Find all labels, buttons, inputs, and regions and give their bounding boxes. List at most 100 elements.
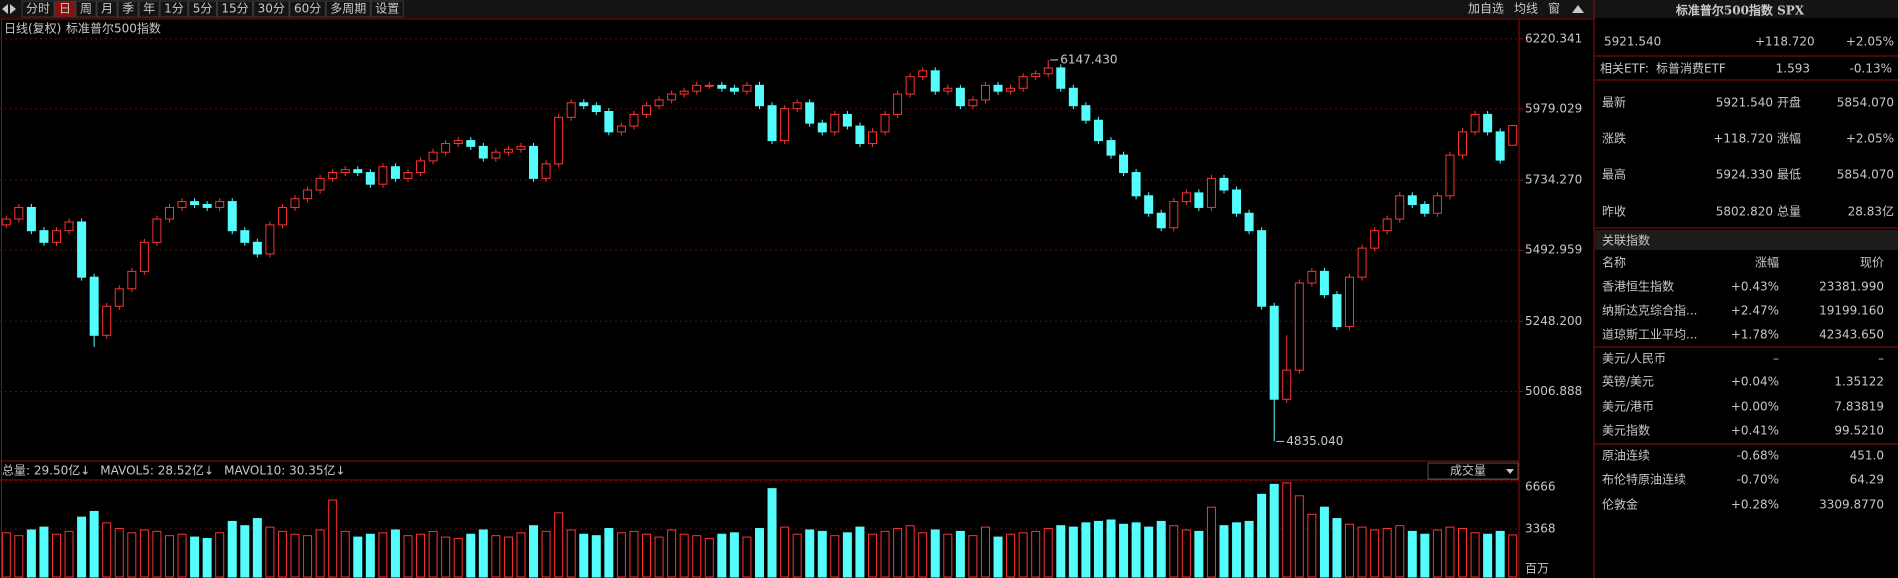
period-tab[interactable]: 分时 bbox=[26, 2, 50, 16]
collapse-button[interactable] bbox=[1572, 5, 1584, 13]
volume-legend: 总量: 29.50亿↓ bbox=[2, 463, 90, 478]
y-tick-label: 3368 bbox=[1525, 522, 1556, 536]
candle-body bbox=[579, 102, 589, 107]
volume-bar bbox=[127, 532, 137, 578]
volume-bar bbox=[867, 533, 877, 578]
candle-body bbox=[1345, 276, 1355, 328]
volume-bar bbox=[190, 536, 200, 578]
volume-bar bbox=[1483, 533, 1493, 578]
candle-body bbox=[767, 105, 777, 142]
candle-body bbox=[780, 108, 790, 142]
candle-body bbox=[792, 102, 802, 110]
candle-body bbox=[1370, 230, 1380, 249]
volume-bar bbox=[240, 525, 250, 578]
dropdown-arrow bbox=[1506, 469, 1514, 474]
period-tab[interactable]: 多周期 bbox=[330, 2, 366, 16]
volume-bar bbox=[1194, 530, 1204, 578]
period-tab[interactable]: 设置 bbox=[375, 2, 399, 16]
volume-bar bbox=[968, 535, 978, 578]
annotation: 6147.430 bbox=[1060, 52, 1117, 66]
related-name[interactable]: 原油连续 bbox=[1602, 448, 1650, 463]
indicator-select[interactable] bbox=[1427, 462, 1519, 480]
period-tab[interactable]: 30分 bbox=[258, 2, 285, 16]
period-tab-box bbox=[117, 0, 139, 18]
stat-value: 5802.820 bbox=[1716, 205, 1773, 219]
volume-bar bbox=[102, 522, 112, 578]
period-tab-box bbox=[370, 0, 404, 18]
candle-body bbox=[654, 99, 664, 107]
volume-bar bbox=[1257, 493, 1267, 578]
period-tab[interactable]: 5分 bbox=[193, 2, 213, 16]
period-tab[interactable]: 周 bbox=[80, 2, 92, 16]
quote-title: 标准普尔500指数 SPX bbox=[1675, 3, 1805, 18]
volume-bar bbox=[1056, 525, 1066, 578]
y-tick-label: 5979.029 bbox=[1525, 101, 1582, 115]
related-name[interactable]: 美元/人民币 bbox=[1602, 352, 1666, 366]
related-name[interactable]: 道琼斯工业平均... bbox=[1602, 327, 1697, 342]
candle-body bbox=[1495, 131, 1505, 161]
volume-bar bbox=[1093, 520, 1103, 578]
candle-body bbox=[177, 201, 187, 208]
volume-bar bbox=[767, 488, 777, 578]
candle-body bbox=[215, 201, 225, 208]
y-tick-label: 6666 bbox=[1525, 480, 1556, 494]
period-tab[interactable]: 60分 bbox=[294, 2, 321, 16]
period-tab[interactable]: 1分 bbox=[164, 2, 184, 16]
volume-bar bbox=[252, 518, 262, 578]
related-name[interactable]: 纳斯达克综合指... bbox=[1602, 303, 1697, 318]
related-price: – bbox=[1878, 352, 1884, 366]
table-header: 名称 bbox=[1602, 255, 1626, 270]
candle-body bbox=[616, 125, 626, 133]
toolbar-action[interactable]: 均线 bbox=[1514, 2, 1538, 16]
period-tab-box bbox=[21, 0, 55, 18]
etf-change: -0.13% bbox=[1850, 62, 1892, 76]
volume-bar bbox=[441, 536, 451, 578]
toolbar-action[interactable]: 加自选 bbox=[1468, 2, 1504, 16]
volume-bar bbox=[930, 529, 940, 578]
candle-body bbox=[1056, 67, 1066, 89]
period-tab[interactable]: 15分 bbox=[221, 2, 248, 16]
candle-body bbox=[830, 113, 840, 133]
candle-body bbox=[1043, 67, 1053, 75]
volume-bar bbox=[139, 529, 149, 578]
related-name[interactable]: 伦敦金 bbox=[1602, 497, 1638, 512]
volume-bar bbox=[1407, 530, 1417, 578]
volume-bar bbox=[679, 533, 689, 578]
candle-body bbox=[353, 169, 363, 174]
related-change: +1.78% bbox=[1731, 328, 1779, 342]
period-tab[interactable]: 年 bbox=[143, 2, 155, 16]
etf-name[interactable]: 标普消费ETF bbox=[1656, 62, 1726, 76]
related-name[interactable]: 美元/港币 bbox=[1602, 400, 1654, 414]
volume-bar bbox=[943, 533, 953, 578]
volume-bar bbox=[1232, 522, 1242, 578]
candle-body bbox=[541, 163, 551, 179]
volume-bar bbox=[893, 528, 903, 578]
volume-bar bbox=[1031, 530, 1041, 578]
next-button[interactable] bbox=[10, 4, 16, 14]
toolbar-action[interactable]: 窗 bbox=[1548, 2, 1560, 16]
prev-button[interactable] bbox=[2, 4, 8, 14]
period-tab[interactable]: 月 bbox=[101, 2, 113, 16]
stat-label: 涨跌 bbox=[1602, 131, 1626, 146]
candle-body bbox=[503, 148, 513, 153]
related-name[interactable]: 布伦特原油连续 bbox=[1602, 472, 1686, 487]
volume-bar bbox=[629, 530, 639, 578]
period-tab-box bbox=[325, 0, 371, 18]
related-name[interactable]: 香港恒生指数 bbox=[1602, 279, 1674, 294]
related-name[interactable]: 美元指数 bbox=[1602, 423, 1650, 438]
period-tab[interactable]: 日 bbox=[59, 2, 71, 16]
related-name[interactable]: 英镑/美元 bbox=[1602, 374, 1654, 389]
candle-body bbox=[1068, 87, 1078, 107]
volume-bar bbox=[1319, 506, 1329, 578]
period-tab[interactable]: 季 bbox=[122, 2, 134, 16]
volume-bar bbox=[1106, 519, 1116, 578]
volume-bar bbox=[1131, 522, 1141, 578]
volume-bar bbox=[453, 538, 463, 578]
stat-value: +2.05% bbox=[1846, 132, 1894, 146]
candle-body bbox=[755, 84, 764, 107]
volume-bar bbox=[164, 535, 174, 578]
volume-bar bbox=[202, 538, 212, 578]
candle-body bbox=[102, 305, 112, 336]
candle-body bbox=[303, 189, 313, 200]
